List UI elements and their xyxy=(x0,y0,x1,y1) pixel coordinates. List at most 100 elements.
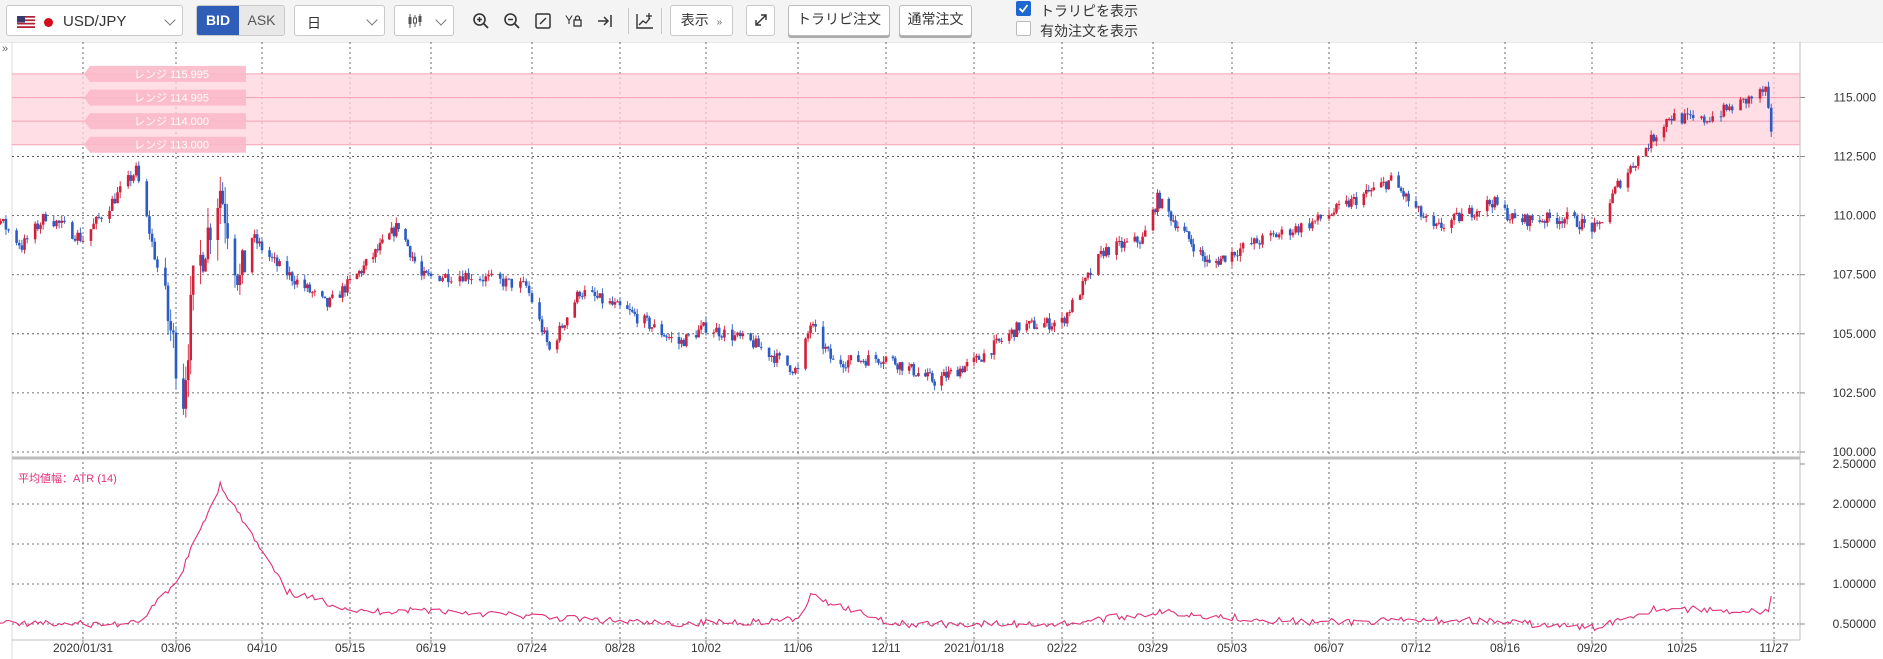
zoom-in-icon[interactable] xyxy=(468,8,494,34)
candle xyxy=(580,292,584,300)
candle xyxy=(530,290,534,304)
date-axis-label: 11/27 xyxy=(1759,641,1788,655)
display-menu-button[interactable]: 表示 » xyxy=(670,5,733,36)
fit-screen-icon[interactable] xyxy=(530,8,556,34)
candle xyxy=(216,198,220,261)
candle xyxy=(1578,221,1581,235)
candle xyxy=(1399,186,1403,194)
bid-button[interactable]: BID xyxy=(197,6,239,35)
candle xyxy=(1143,225,1147,237)
candle xyxy=(1017,322,1021,334)
normal-order-button[interactable]: 通常注文 xyxy=(899,5,972,36)
y-axis-lock-icon[interactable]: Y xyxy=(561,8,587,34)
candle xyxy=(1665,118,1668,132)
candle xyxy=(1252,237,1256,250)
candle xyxy=(1169,210,1173,226)
period-select[interactable]: 日 xyxy=(294,5,385,36)
candle xyxy=(741,330,745,340)
candle xyxy=(129,170,133,187)
symbol-select[interactable]: USD/JPY xyxy=(6,5,183,36)
candle xyxy=(1555,212,1559,229)
candle xyxy=(1595,219,1599,227)
candle xyxy=(884,355,888,365)
candle xyxy=(809,322,812,339)
date-axis-label: 10/25 xyxy=(1667,641,1697,655)
candle xyxy=(1767,81,1770,109)
candle xyxy=(626,301,629,310)
candle xyxy=(575,290,579,305)
candle xyxy=(57,219,61,229)
candle xyxy=(717,324,721,341)
candle xyxy=(733,331,737,342)
candle xyxy=(1297,223,1300,236)
candle xyxy=(201,252,205,274)
candle xyxy=(896,363,899,374)
candle xyxy=(1468,204,1471,215)
svg-text:レンジ 113.000: レンジ 113.000 xyxy=(134,140,209,152)
candle xyxy=(1138,240,1142,249)
candle xyxy=(565,316,569,330)
candle xyxy=(250,237,254,274)
candle xyxy=(538,297,541,322)
candle xyxy=(1407,190,1410,207)
candle xyxy=(754,335,758,349)
candle xyxy=(1683,109,1687,125)
candle xyxy=(33,221,37,244)
candle xyxy=(628,303,632,315)
candle xyxy=(1442,224,1446,232)
display-menu-label: 表示 xyxy=(680,12,709,28)
candle xyxy=(92,218,95,230)
expand-icon[interactable] xyxy=(746,5,775,36)
candle xyxy=(1419,205,1423,221)
candle xyxy=(1636,155,1640,170)
candle xyxy=(76,229,79,245)
chart-type-select[interactable] xyxy=(394,5,454,36)
candle xyxy=(73,235,77,243)
candle xyxy=(1435,222,1438,229)
candle xyxy=(100,216,103,223)
symbol-label: USD/JPY xyxy=(63,13,127,30)
zoom-out-icon[interactable] xyxy=(499,8,525,34)
candle xyxy=(942,368,946,376)
candle xyxy=(110,195,114,212)
jump-to-latest-icon[interactable] xyxy=(592,8,618,34)
candle xyxy=(1742,98,1745,104)
toraripi-order-button[interactable]: トラリピ注文 xyxy=(788,5,890,36)
candle xyxy=(975,353,978,363)
candle xyxy=(1744,98,1748,109)
candle xyxy=(126,170,130,189)
candle xyxy=(1217,256,1220,267)
candle xyxy=(648,316,651,332)
svg-text:Y: Y xyxy=(565,13,573,27)
date-axis-label: 10/02 xyxy=(691,641,721,655)
candle xyxy=(305,282,309,293)
candle xyxy=(1367,185,1371,193)
ask-button[interactable]: ASK xyxy=(239,6,284,35)
add-indicator-icon[interactable] xyxy=(632,8,658,34)
candle xyxy=(357,269,361,278)
candle xyxy=(253,229,256,243)
candle xyxy=(303,274,307,292)
candle xyxy=(1758,87,1762,103)
candle xyxy=(1277,232,1281,240)
candle xyxy=(1545,212,1549,227)
candle xyxy=(806,330,810,343)
candle xyxy=(715,323,718,333)
candle xyxy=(290,270,294,286)
candle xyxy=(1493,196,1497,210)
date-axis-label: 07/12 xyxy=(1401,641,1431,655)
show-toraripi-checkbox[interactable] xyxy=(1016,1,1031,16)
candle xyxy=(1048,313,1051,334)
chevron-down-icon xyxy=(435,14,447,26)
show-valid-orders-checkbox[interactable] xyxy=(1016,21,1031,36)
candle xyxy=(1722,102,1726,118)
candle xyxy=(1241,242,1245,253)
candle xyxy=(630,306,634,314)
candle xyxy=(156,256,159,273)
candle xyxy=(1201,246,1204,262)
candle xyxy=(977,353,981,361)
candle xyxy=(1488,198,1492,207)
collapse-panel-icon[interactable]: » xyxy=(2,43,8,55)
candle xyxy=(1136,235,1139,248)
